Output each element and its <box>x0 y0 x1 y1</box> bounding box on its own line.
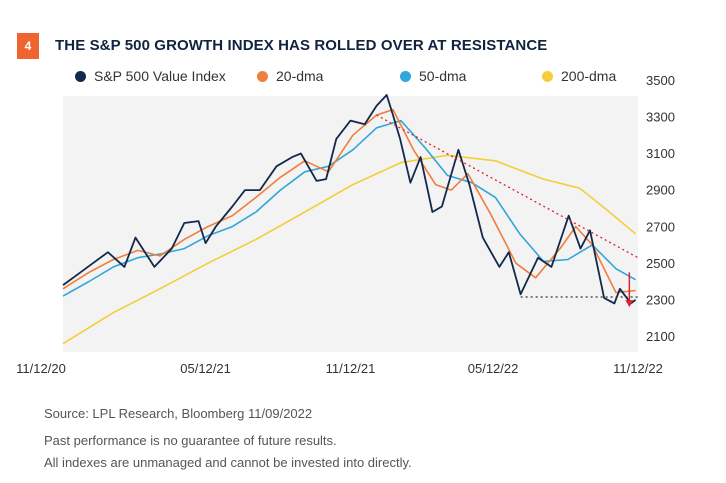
y-tick-label: 2900 <box>646 183 675 198</box>
legend-label-index: S&P 500 Value Index <box>94 68 226 84</box>
series-line-index <box>62 94 637 305</box>
y-tick-label: 2700 <box>646 219 675 234</box>
y-tick-label: 2100 <box>646 329 675 344</box>
x-tick-label: 11/12/20 <box>16 361 66 376</box>
x-tick-label: 05/12/22 <box>468 361 519 376</box>
x-tick-label: 11/12/22 <box>613 361 663 376</box>
legend-swatch-200dma <box>542 70 553 82</box>
y-tick-label: 2500 <box>646 256 675 271</box>
disclaimer-performance: Past performance is no guarantee of futu… <box>44 433 337 448</box>
legend-swatch-50dma <box>400 70 411 82</box>
legend-label-50dma: 50-dma <box>419 68 467 84</box>
x-tick-label: 11/12/21 <box>326 361 376 376</box>
y-tick-label: 3300 <box>646 110 675 125</box>
chart-title: THE S&P 500 GROWTH INDEX HAS ROLLED OVER… <box>55 37 548 54</box>
legend-item-index: S&P 500 Value Index <box>75 68 226 84</box>
y-tick-label: 2300 <box>646 292 675 307</box>
y-tick-label: 3100 <box>646 146 675 161</box>
chart-legend: S&P 500 Value Index 20-dma 50-dma 200-dm… <box>75 68 635 88</box>
legend-swatch-index <box>75 70 86 82</box>
disclaimer-indexes: All indexes are unmanaged and cannot be … <box>44 455 412 470</box>
figure-number-badge: 4 <box>17 33 39 59</box>
legend-swatch-20dma <box>257 70 268 82</box>
legend-item-20dma: 20-dma <box>257 68 323 84</box>
plot-background <box>63 96 638 352</box>
x-tick-label: 05/12/21 <box>180 361 231 376</box>
legend-item-50dma: 50-dma <box>400 68 466 84</box>
source-note: Source: LPL Research, Bloomberg 11/09/20… <box>44 406 313 421</box>
legend-label-200dma: 200-dma <box>561 68 617 84</box>
y-tick-label: 3500 <box>646 73 675 88</box>
down-arrow-head <box>625 300 634 308</box>
legend-label-20dma: 20-dma <box>276 68 324 84</box>
series-line-200dma <box>62 154 637 345</box>
legend-item-200dma: 200-dma <box>542 68 616 84</box>
